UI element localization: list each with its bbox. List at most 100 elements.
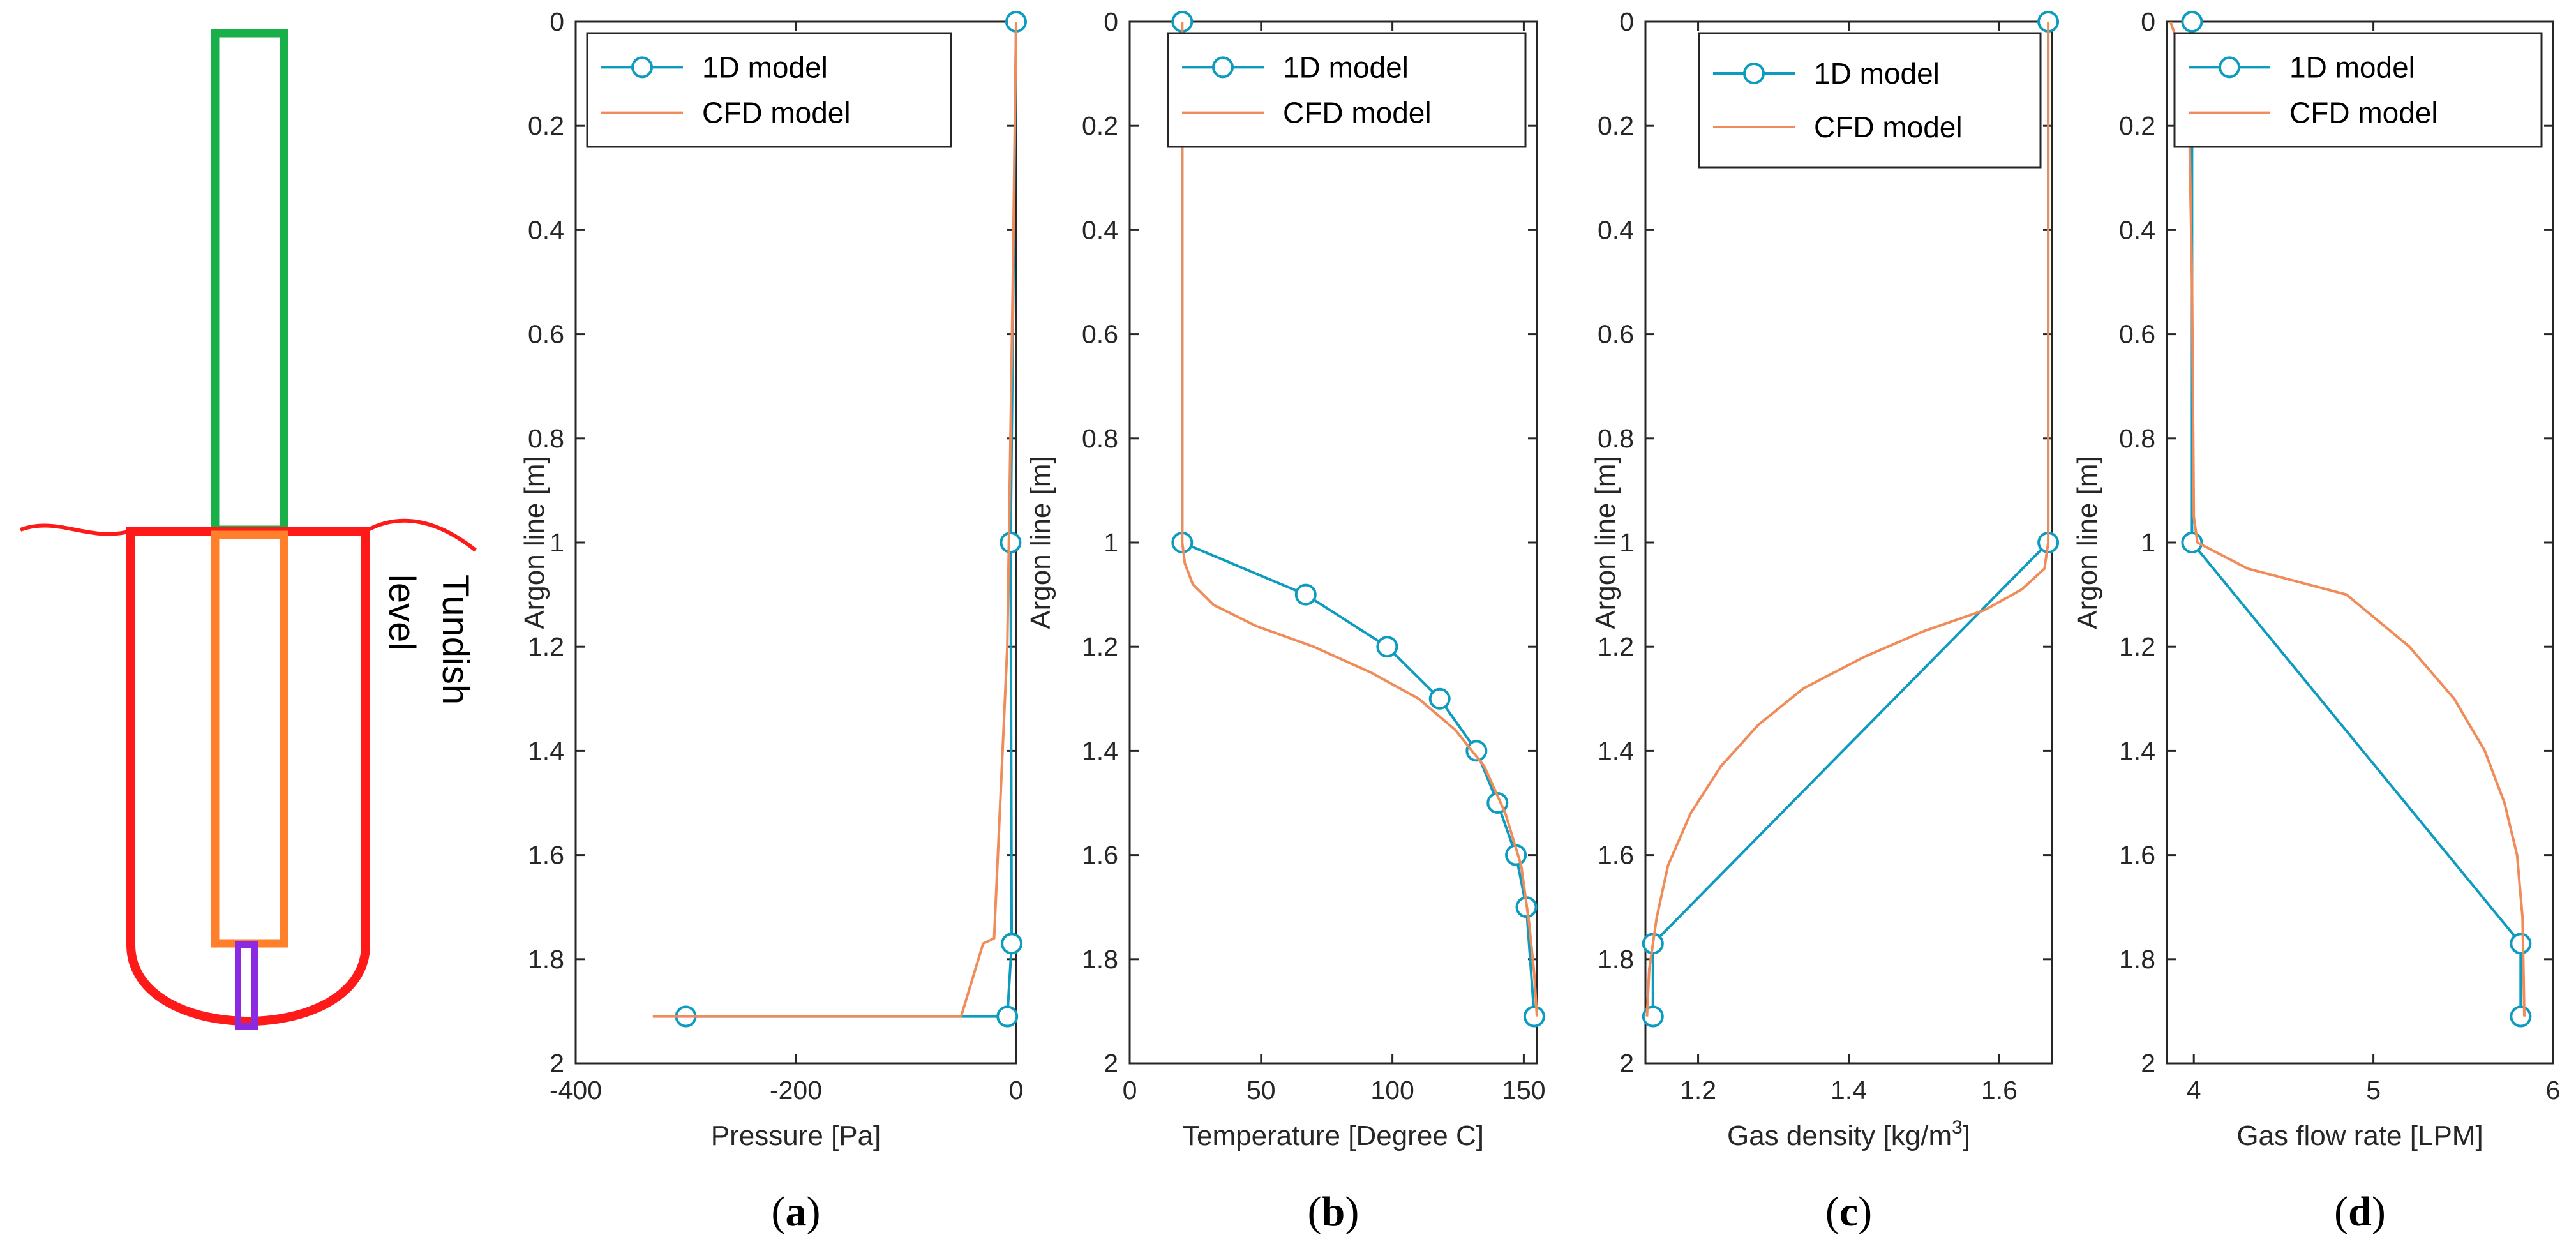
panel-label-open: (	[772, 1188, 786, 1235]
y-tick-label: 1.6	[2119, 841, 2155, 870]
plot-area	[1644, 20, 2053, 1065]
x-axis-label-suffix: ]	[1963, 1120, 1970, 1151]
y-tick-label: 0.2	[1082, 111, 1118, 140]
panel-label-open: (	[2334, 1188, 2348, 1235]
y-tick-label: 1.8	[528, 945, 564, 974]
panel-label-letter: b	[1322, 1188, 1345, 1235]
series-line-cfd-model	[652, 21, 1017, 1018]
x-axis-label-main: Gas density [kg/m	[1727, 1120, 1952, 1151]
y-tick-label: 2	[1619, 1049, 1634, 1078]
y-tick-label: 0.4	[528, 215, 564, 244]
panel-label: (b)	[1308, 1188, 1359, 1235]
x-tick-label: 1.6	[1981, 1075, 2018, 1105]
y-tick-label: 1.6	[1082, 841, 1118, 870]
schematic-nozzle-tip	[235, 941, 258, 1030]
panel-label: (d)	[2334, 1188, 2386, 1235]
panel-label-letter: a	[786, 1188, 807, 1235]
y-tick-label: 1.4	[1082, 736, 1118, 765]
data-point-1d-model	[1523, 1005, 1545, 1028]
panel-label-letter: d	[2348, 1188, 2372, 1235]
panel-label: (c)	[1825, 1188, 1872, 1235]
series-line-1d-model	[2190, 22, 2522, 1017]
legend-entry: 1D model	[1283, 50, 1409, 84]
legend-box	[1698, 32, 2042, 169]
x-tick-label: 150	[1502, 1075, 1545, 1105]
data-point-1d-model	[1376, 636, 1398, 658]
nozzle-schematic: Tundish level	[19, 29, 477, 1030]
y-tick-label: 0	[2141, 7, 2155, 36]
y-tick-label: 1.2	[528, 632, 564, 661]
y-tick-label: 0.6	[1082, 320, 1118, 349]
y-tick-label: 1.2	[1598, 632, 1634, 661]
chart-panel-d: 0 0.2 0.4 0.6 0.8 1 1.2 1.4 1.6 1.8 2 4 5 6 Gas flow r…	[2072, 7, 2560, 1235]
x-tick-label: -200	[770, 1075, 822, 1105]
legend-entry: 1D model	[2289, 50, 2415, 84]
y-tick-label: 0	[550, 7, 564, 36]
panel-label-close: )	[2372, 1188, 2386, 1235]
x-tick-label: -400	[550, 1075, 602, 1105]
y-tick-label: 0.4	[1082, 215, 1118, 244]
legend-entry: CFD model	[1814, 110, 1963, 144]
legend-entry: CFD model	[702, 96, 851, 130]
schematic-upper-tube	[211, 29, 288, 534]
chart-panel-a: 0 0.2 0.4 0.6 0.8 1 1.2 1.4 1.6 1.8 2-400 -200 0 Pres…	[519, 7, 1027, 1235]
y-axis-label: Argon line [m]	[1590, 456, 1621, 629]
legend-entry: 1D model	[1814, 57, 1940, 90]
panel-label-open: (	[1825, 1188, 1839, 1235]
schematic-tundish-wave-left	[19, 523, 131, 536]
legend-entry: CFD model	[1283, 96, 1432, 130]
legend-box	[586, 32, 952, 148]
y-tick-label: 0	[1104, 7, 1118, 36]
legend-entry: 1D model	[702, 50, 828, 84]
y-tick-label: 0.2	[528, 111, 564, 140]
y-axis-label: Argon line [m]	[519, 456, 550, 629]
data-point-1d-model	[1465, 740, 1488, 762]
y-tick-label: 1.6	[1598, 841, 1634, 870]
data-point-1d-model	[2510, 933, 2532, 955]
panel-label-letter: c	[1839, 1188, 1858, 1235]
x-tick-label: 100	[1370, 1075, 1414, 1105]
panel-label-open: (	[1308, 1188, 1322, 1235]
x-tick-label: 1.2	[1680, 1075, 1716, 1105]
x-tick-label: 0	[1009, 1075, 1024, 1105]
x-tick-label: 1.4	[1831, 1075, 1867, 1105]
schematic-inner-tube	[211, 530, 288, 948]
chart-panel-b: 00.20.40.60.811.21.41.61.820 50 100 150Temp…	[1025, 7, 1546, 1235]
chart-panel-c: 0 0.2 0.4 0.6 0.8 1 1.2 1.4 1.6 1.8 2 1.2 1.4 1.6 Gas …	[1590, 7, 2060, 1235]
y-tick-label: 0.8	[1082, 424, 1118, 453]
x-axis-label: Gas density [kg/m3]	[1727, 1117, 1970, 1151]
series-line-1d-model	[1651, 22, 2050, 1017]
y-tick-label: 1.8	[1082, 945, 1118, 974]
x-tick-label: 6	[2546, 1075, 2561, 1105]
y-tick-label: 0.4	[1598, 215, 1634, 244]
y-tick-label: 1.4	[1598, 736, 1634, 765]
y-tick-label: 2	[1104, 1049, 1118, 1078]
y-axis-label: Argon line [m]	[2072, 456, 2103, 629]
schematic-label-level: level	[381, 574, 423, 650]
panel-label-close: )	[1858, 1188, 1872, 1235]
data-point-1d-model	[1000, 532, 1022, 553]
x-axis-label-superscript: 3	[1952, 1117, 1963, 1138]
data-point-1d-model	[1001, 933, 1023, 955]
y-tick-label: 1	[550, 528, 564, 557]
y-axis-label: Argon line [m]	[1025, 456, 1056, 629]
x-tick-label: 5	[2366, 1075, 2381, 1105]
legend-marker	[1743, 63, 1765, 84]
legend-marker	[2219, 56, 2240, 79]
series-line-1d-model	[1181, 22, 1536, 1017]
y-tick-label: 0.6	[2119, 320, 2155, 349]
x-axis-label-main: Temperature [Degree C]	[1183, 1120, 1484, 1151]
x-axis-label-main: Gas flow rate [LPM]	[2236, 1120, 2483, 1151]
x-axis-label-main: Pressure [Pa]	[711, 1120, 881, 1151]
legend-box	[2173, 32, 2543, 148]
panel-label-close: )	[807, 1188, 821, 1235]
y-tick-label: 1	[2141, 528, 2155, 557]
series-line-1d-model	[685, 21, 1017, 1018]
plot-area	[574, 20, 1017, 1065]
y-tick-label: 0.6	[1598, 320, 1634, 349]
x-axis-label: Temperature [Degree C]	[1183, 1120, 1484, 1151]
y-tick-label: 1.8	[1598, 945, 1634, 974]
y-tick-label: 2	[550, 1049, 564, 1078]
y-tick-label: 1.2	[1082, 632, 1118, 661]
